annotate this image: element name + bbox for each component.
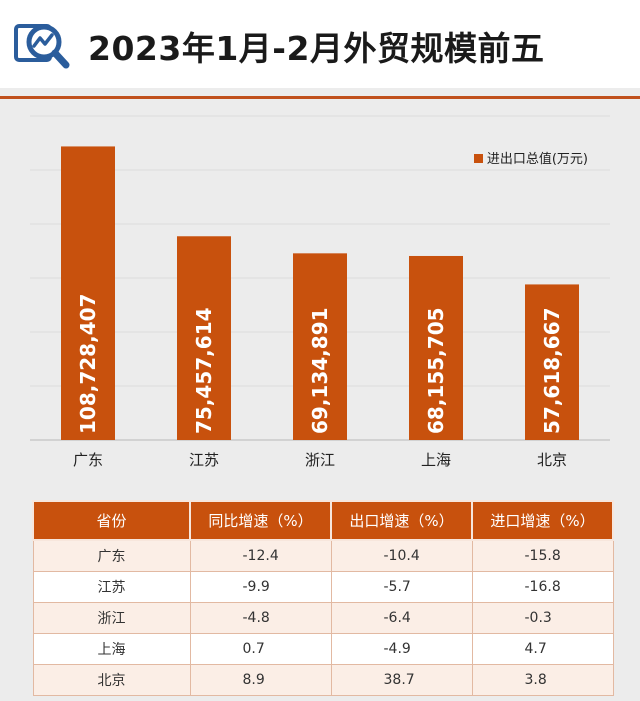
yoy-cell: -9.9 bbox=[189, 571, 332, 603]
table-header-row: 省份 同比增速（%） 出口增速（%） 进口增速（%） bbox=[32, 500, 614, 541]
col-header-province: 省份 bbox=[32, 500, 191, 541]
x-tick-label: 上海 bbox=[421, 451, 451, 469]
col-header-export-growth: 出口增速（%） bbox=[330, 500, 473, 541]
x-tick-label: 浙江 bbox=[305, 451, 335, 469]
import-cell: -15.8 bbox=[471, 539, 614, 572]
bar bbox=[409, 255, 463, 440]
header: 2023年1月-2月外贸规模前五 bbox=[0, 0, 640, 88]
bar bbox=[293, 253, 347, 440]
chart-area: 108,728,407 广东 75,457,614 江苏 69,134,891 浙江 68,… bbox=[0, 110, 640, 490]
table-row: 浙江 -4.8 -6.4 -0.3 bbox=[32, 602, 614, 634]
bar bbox=[177, 236, 231, 440]
export-cell: -10.4 bbox=[330, 539, 473, 572]
table-row: 北京 8.9 38.7 3.8 bbox=[32, 664, 614, 696]
bar-chart: 108,728,407 广东 75,457,614 江苏 69,134,891 浙江 68,… bbox=[30, 115, 610, 469]
title-divider bbox=[0, 96, 640, 99]
province-cell: 江苏 bbox=[32, 571, 191, 603]
legend-label: 进出口总值(万元) bbox=[486, 152, 588, 167]
import-cell: 4.7 bbox=[471, 633, 614, 665]
legend-swatch bbox=[473, 154, 483, 163]
bar bbox=[61, 146, 115, 441]
bar-value-label: 69,134,891 bbox=[308, 307, 332, 434]
col-header-import-growth: 进口增速（%） bbox=[471, 500, 614, 541]
import-cell: -0.3 bbox=[471, 602, 614, 634]
bar-value-label: 57,618,667 bbox=[540, 307, 564, 434]
export-cell: -6.4 bbox=[330, 602, 473, 634]
table-row: 广东 -12.4 -10.4 -15.8 bbox=[32, 539, 614, 572]
province-cell: 广东 bbox=[32, 539, 191, 572]
magnifier-chart-icon bbox=[14, 24, 70, 69]
export-cell: 38.7 bbox=[330, 664, 473, 696]
x-tick-label: 江苏 bbox=[189, 451, 219, 469]
yoy-cell: -12.4 bbox=[189, 539, 332, 572]
page-title: 2023年1月-2月外贸规模前五 bbox=[88, 29, 545, 68]
bar-value-label: 75,457,614 bbox=[192, 307, 216, 434]
bar bbox=[525, 284, 579, 440]
yoy-cell: -4.8 bbox=[189, 602, 332, 634]
table-row: 上海 0.7 -4.9 4.7 bbox=[32, 633, 614, 665]
col-header-yoy-growth: 同比增速（%） bbox=[189, 500, 332, 541]
import-cell: 3.8 bbox=[471, 664, 614, 696]
import-cell: -16.8 bbox=[471, 571, 614, 603]
bar-value-label: 108,728,407 bbox=[76, 294, 100, 434]
x-tick-label: 广东 bbox=[73, 451, 103, 469]
growth-table: 省份 同比增速（%） 出口增速（%） 进口增速（%） 广东 -12.4 -10.… bbox=[32, 500, 614, 696]
export-cell: -5.7 bbox=[330, 571, 473, 603]
yoy-cell: 8.9 bbox=[189, 664, 332, 696]
table-row: 江苏 -9.9 -5.7 -16.8 bbox=[32, 571, 614, 603]
chart-legend: 进出口总值(万元) bbox=[473, 148, 588, 167]
growth-table-container: 省份 同比增速（%） 出口增速（%） 进口增速（%） 广东 -12.4 -10.… bbox=[32, 500, 614, 696]
province-cell: 北京 bbox=[32, 664, 191, 696]
bar-value-label: 68,155,705 bbox=[424, 307, 448, 434]
province-cell: 浙江 bbox=[32, 602, 191, 634]
yoy-cell: 0.7 bbox=[189, 633, 332, 665]
export-cell: -4.9 bbox=[330, 633, 473, 665]
province-cell: 上海 bbox=[32, 633, 191, 665]
x-tick-label: 北京 bbox=[537, 451, 567, 469]
